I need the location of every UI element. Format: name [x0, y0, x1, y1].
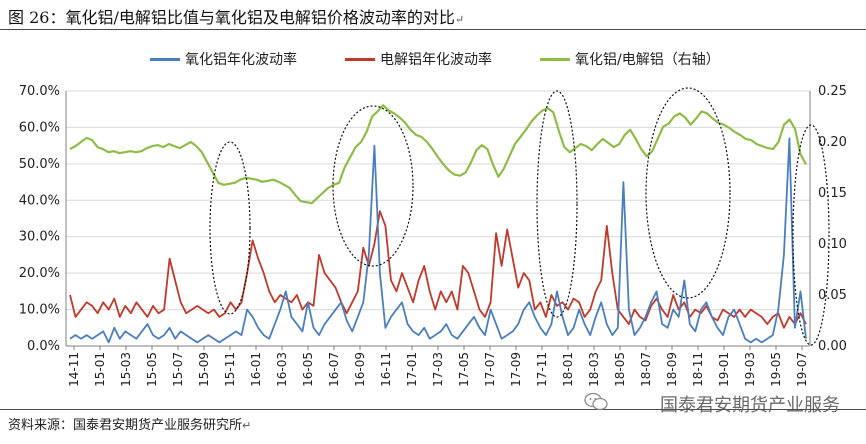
y-right-tick-label: 0.10: [818, 237, 847, 252]
highlight-ellipse: [536, 90, 578, 318]
legend-label: 电解铝年化波动率: [380, 52, 492, 68]
x-tick-label: 16-01: [249, 352, 263, 387]
series-line-0: [69, 137, 807, 344]
y-right-tick-label: 0.20: [818, 135, 847, 150]
x-tick-label: 18-09: [665, 352, 679, 387]
figure-title: 图 26：氧化铝/电解铝比值与氧化铝及电解铝价格波动率的对比↵: [8, 8, 465, 27]
highlight-ellipse: [332, 105, 414, 267]
y-left-tick-label: 70.0%: [19, 84, 60, 99]
x-tick-label: 16-03: [275, 352, 289, 387]
legend-label: 氧化铝/电解铝（右轴）: [575, 52, 720, 68]
y-left-tick-label: 50.0%: [19, 157, 60, 172]
x-tick-label: 18-03: [587, 352, 601, 387]
legend-label: 氧化铝年化波动率: [185, 52, 297, 68]
legend-item-ratio: 氧化铝/电解铝（右轴）: [540, 49, 720, 69]
y-right-tick-label: 0.05: [818, 288, 847, 303]
x-tick-label: 15-03: [119, 352, 133, 387]
series-line-1: [69, 210, 807, 329]
x-tick-label: 19-01: [717, 352, 731, 387]
y-right-tick-label: 0.15: [818, 186, 847, 201]
x-tick-label: 15-07: [171, 352, 185, 387]
footer-divider: [0, 409, 866, 410]
y-left-tick-label: 30.0%: [19, 230, 60, 245]
line-chart: 0.0% 10.0% 20.0% 30.0% 40.0% 50.0% 60.0% 70.0% 0…: [19, 84, 847, 387]
x-tick-label: 15-05: [145, 352, 159, 387]
x-tick-label: 18-01: [561, 352, 575, 387]
highlight-ellipse: [645, 87, 731, 299]
x-tick-label: 19-03: [743, 352, 757, 387]
x-tick-label: 17-09: [509, 352, 523, 387]
legend-item-aluminum-volatility: 电解铝年化波动率: [345, 49, 492, 69]
x-tick-label: 16-05: [301, 352, 315, 387]
y-left-tick-label: 40.0%: [19, 193, 60, 208]
x-tick-label: 15-09: [197, 352, 211, 387]
x-tick-label: 16-11: [379, 352, 393, 387]
y-right-tick-label: 0.25: [818, 84, 847, 99]
x-tick-label: 15-11: [223, 352, 237, 387]
y-left-tick-label: 60.0%: [19, 120, 60, 135]
x-tick-label: 18-07: [639, 352, 653, 387]
x-tick-label: 17-07: [483, 352, 497, 387]
watermark: 国泰君安期货产业服务: [660, 395, 840, 416]
x-tick-label: 17-01: [405, 352, 419, 387]
legend-swatch-green: [540, 57, 570, 61]
x-tick-label: 19-07: [795, 352, 809, 387]
highlight-ellipse: [209, 141, 251, 315]
y-left-tick-label: 20.0%: [19, 266, 60, 281]
x-tick-label: 17-03: [431, 352, 445, 387]
legend-swatch-red: [345, 57, 375, 61]
title-divider: [0, 29, 866, 30]
series-line-2: [69, 104, 807, 205]
x-tick-label: 17-11: [535, 352, 549, 387]
legend-swatch-blue: [150, 57, 180, 61]
highlight-ellipse: [792, 124, 830, 346]
x-tick-label: 16-09: [353, 352, 367, 387]
x-tick-label: 16-07: [327, 352, 341, 387]
x-tick-label: 18-11: [691, 352, 705, 387]
x-tick-label: 19-05: [769, 352, 783, 387]
x-tick-label: 14-11: [67, 352, 81, 387]
x-tick-label: 18-05: [613, 352, 627, 387]
source-note: 资料来源：国泰君安期货产业服务研究所↵: [8, 418, 252, 433]
y-left-tick-label: 0.0%: [27, 339, 60, 354]
x-tick-label: 17-05: [457, 352, 471, 387]
y-right-tick-label: 0.00: [818, 339, 847, 354]
chart-legend: 氧化铝年化波动率 电解铝年化波动率 氧化铝/电解铝（右轴）: [0, 49, 866, 69]
legend-item-alumina-volatility: 氧化铝年化波动率: [150, 49, 297, 69]
y-left-tick-label: 10.0%: [19, 303, 60, 318]
wechat-icon: [584, 392, 608, 411]
x-tick-label: 15-01: [93, 352, 107, 387]
